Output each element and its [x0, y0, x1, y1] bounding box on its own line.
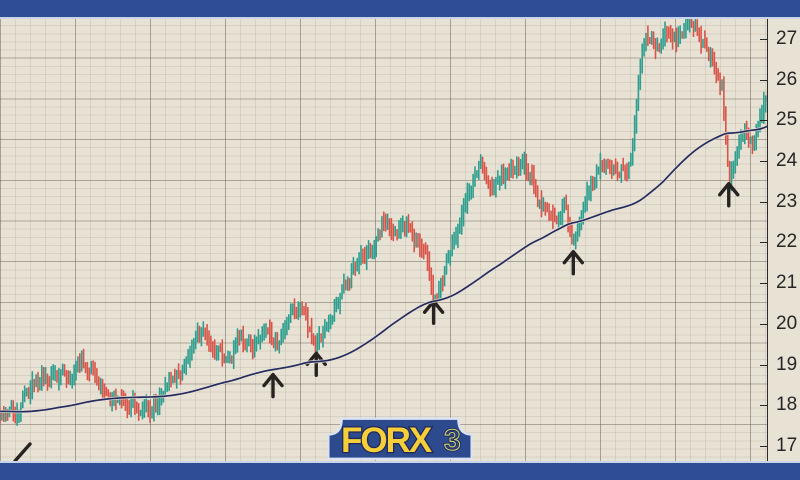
svg-text:FORX: FORX — [341, 421, 433, 460]
svg-text:3: 3 — [444, 424, 461, 457]
